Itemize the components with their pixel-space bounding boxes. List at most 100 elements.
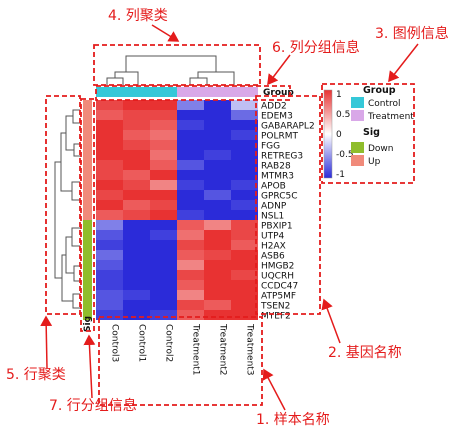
legend-label-control: Control xyxy=(368,99,401,109)
heatmap-cell xyxy=(204,150,231,160)
column-group-cell xyxy=(96,87,123,97)
legend-label-treatment: Treatment xyxy=(367,112,414,122)
heatmap-cell xyxy=(231,210,258,220)
heatmap-cell xyxy=(204,200,231,210)
row-group-cell xyxy=(83,200,92,210)
column-cluster-box xyxy=(93,44,261,86)
annotation-boxes xyxy=(45,44,415,406)
heatmap-cell xyxy=(123,230,150,240)
heatmap-cell xyxy=(96,290,123,300)
color-scale-tick: -0.5 xyxy=(336,150,354,160)
heatmap-cell xyxy=(123,300,150,310)
heatmap-cell xyxy=(177,160,204,170)
heatmap-cell xyxy=(177,310,204,320)
gene-label: ASB6 xyxy=(261,252,285,262)
row-cluster-box xyxy=(45,95,81,315)
row-group-label: Sig xyxy=(83,316,93,332)
heatmap-cell xyxy=(96,170,123,180)
heatmap-cell xyxy=(150,180,177,190)
heatmap-cell xyxy=(123,210,150,220)
heatmap-cell xyxy=(150,100,177,110)
heatmap-cell xyxy=(150,190,177,200)
heatmap-cell xyxy=(96,280,123,290)
annotation-row-cluster: 5. 行聚类 xyxy=(6,367,66,383)
heatmap-cell xyxy=(123,310,150,320)
annotation-sample-names: 1. 样本名称 xyxy=(256,412,330,428)
heatmap-cell xyxy=(231,140,258,150)
row-group-cell xyxy=(83,170,92,180)
heatmap-cell xyxy=(177,210,204,220)
heatmap-cell xyxy=(204,100,231,110)
heatmap-cell xyxy=(123,190,150,200)
gene-label: RAB28 xyxy=(261,162,291,172)
heatmap-cell xyxy=(231,260,258,270)
annotation-row-group-info: 7. 行分组信息 xyxy=(49,397,137,414)
gene-label: EDEM3 xyxy=(261,112,293,122)
column-group-cell xyxy=(177,87,204,97)
gene-label: ADD2 xyxy=(261,102,287,112)
heatmap-cell xyxy=(177,110,204,120)
legend-box xyxy=(321,83,415,184)
heatmap-cell xyxy=(150,280,177,290)
sample-name-labels: Control3 Control1 Control2 Treatment1 Treatm… xyxy=(110,323,255,376)
color-scale-legend: 1 0.5 0 -0.5 -1 xyxy=(323,89,354,180)
sample-label: Treatment3 xyxy=(245,323,255,376)
heatmap-cell xyxy=(150,210,177,220)
heatmap-cell xyxy=(204,250,231,260)
heatmap-cell xyxy=(177,100,204,110)
gene-label: GABARAPL2 xyxy=(261,122,315,132)
gene-name-labels: ADD2EDEM3GABARAPL2POLRMTFGGRETREG3RAB28M… xyxy=(260,102,315,322)
legend-swatch-up xyxy=(351,155,364,166)
annotation-column-group-info: 6. 列分组信息 xyxy=(272,39,360,56)
gene-label: CCDC47 xyxy=(261,282,298,292)
heatmap-cell xyxy=(204,260,231,270)
heatmap-cell xyxy=(204,140,231,150)
heatmap-cell xyxy=(123,180,150,190)
gene-label: ATP5MF xyxy=(261,292,296,302)
heatmap-cell xyxy=(231,230,258,240)
heatmap-cell xyxy=(123,200,150,210)
gene-label: PBXIP1 xyxy=(261,222,293,232)
heatmap-cell xyxy=(150,300,177,310)
heatmap-cell xyxy=(123,120,150,130)
sig-legend: Sig Down Up xyxy=(351,127,394,167)
sample-names-box xyxy=(98,316,263,406)
heatmap-cell xyxy=(177,240,204,250)
row-group-cell xyxy=(83,220,92,230)
heatmap-cell xyxy=(204,230,231,240)
heatmap-cell xyxy=(204,120,231,130)
heatmap-cell xyxy=(150,310,177,320)
row-dendrogram xyxy=(54,109,80,309)
sample-label: Treatment2 xyxy=(218,323,228,376)
heatmap-cell xyxy=(177,180,204,190)
heatmap-cell xyxy=(231,270,258,280)
heatmap-cell xyxy=(177,290,204,300)
heatmap-cell xyxy=(204,180,231,190)
heatmap-cell xyxy=(177,190,204,200)
heatmap-cell xyxy=(96,190,123,200)
heatmap-cell xyxy=(204,130,231,140)
heatmap-cell xyxy=(231,150,258,160)
heatmap-cell xyxy=(150,160,177,170)
heatmap-cell xyxy=(96,140,123,150)
gene-label: MYEF2 xyxy=(261,312,291,322)
heatmap-cell xyxy=(231,250,258,260)
heatmap-cell xyxy=(150,290,177,300)
gene-label: POLRMT xyxy=(261,132,299,142)
heatmap-cell xyxy=(231,200,258,210)
heatmap-cell xyxy=(177,140,204,150)
heatmap-cells xyxy=(96,100,258,320)
heatmap-cell xyxy=(204,240,231,250)
row-group-cell xyxy=(83,270,92,280)
heatmap-cell xyxy=(123,290,150,300)
heatmap-cell xyxy=(231,220,258,230)
group-legend-title: Group xyxy=(363,85,396,96)
row-group-cell xyxy=(83,310,92,320)
heatmap-cell xyxy=(177,170,204,180)
heatmap-cell xyxy=(204,300,231,310)
column-group-cell xyxy=(204,87,231,97)
heatmap-cell xyxy=(123,110,150,120)
heatmap-cell xyxy=(150,110,177,120)
heatmap-cell xyxy=(150,120,177,130)
